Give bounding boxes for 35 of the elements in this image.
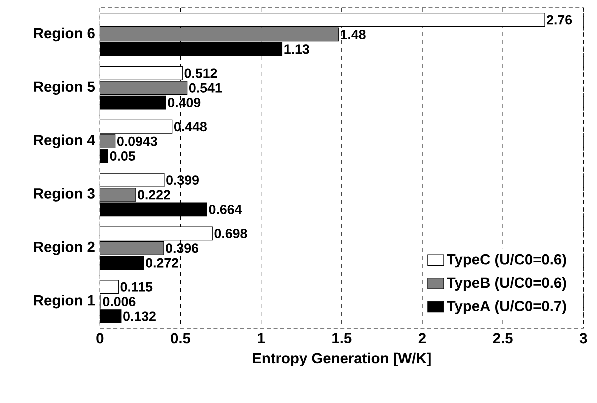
x-tick-label: 2: [418, 333, 426, 344]
x-tick-label: 0: [96, 333, 104, 344]
data-label: 0.272: [146, 258, 178, 268]
x-tick-label: 1.5: [332, 333, 352, 344]
data-label: 0.698: [214, 228, 248, 238]
legend-label: TypeB (U/C0=0.6): [447, 277, 566, 291]
data-label: 0.006: [103, 296, 136, 306]
data-label: 0.664: [209, 204, 242, 214]
y-tick-label: Region 2: [34, 241, 95, 256]
legend-label: TypeA (U/C0=0.7): [447, 300, 566, 314]
data-label: 0.05: [110, 151, 136, 161]
x-tick-label: 0.5: [171, 333, 191, 344]
y-tick-label: Region 1: [34, 294, 96, 309]
y-tick-label: Region 6: [34, 28, 95, 42]
data-label: 0.541: [189, 83, 222, 93]
data-label: 0.0943: [117, 136, 158, 146]
x-axis-title: Entropy Generation [W/K]: [253, 352, 431, 366]
y-tick-label: Region 4: [34, 134, 96, 148]
x-tick-label: 3: [580, 333, 588, 344]
y-tick-label: Region 5: [34, 81, 96, 95]
data-label: 0.115: [120, 282, 153, 292]
data-label: 0.222: [138, 190, 170, 200]
data-label: 0.132: [124, 312, 156, 322]
data-label: 1.48: [341, 30, 366, 40]
data-label: 0.448: [174, 122, 207, 132]
x-tick-label: 1: [258, 333, 265, 344]
data-label: 2.76: [547, 15, 572, 25]
data-label: 0.409: [168, 98, 201, 108]
data-label: 0.396: [166, 244, 199, 253]
y-tick-label: Region 3: [34, 188, 95, 202]
data-label: 0.512: [184, 68, 218, 78]
legend-label: TypeC (U/C0=0.6): [447, 254, 566, 268]
data-label: 1.13: [284, 44, 310, 54]
data-label: 0.399: [166, 175, 199, 185]
x-tick-label: 2.5: [493, 333, 513, 344]
